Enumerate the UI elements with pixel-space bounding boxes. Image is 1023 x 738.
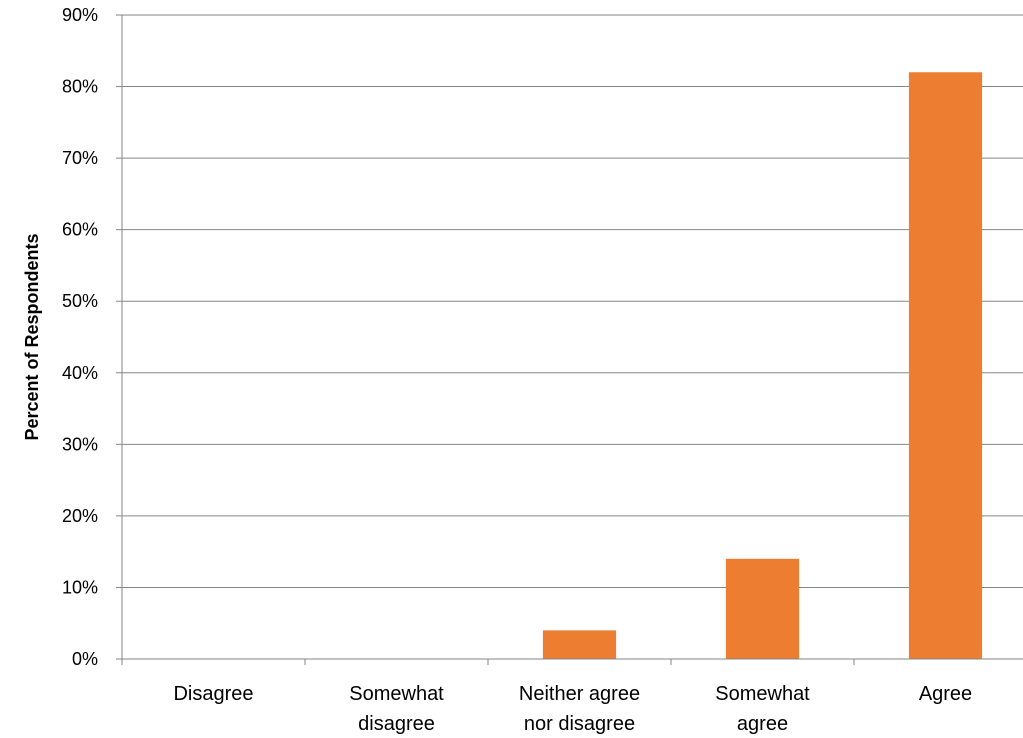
y-tick-label: 30% — [62, 434, 98, 454]
x-tick-label: Somewhat agree — [715, 683, 810, 735]
x-tick-label: Somewhat disagree — [349, 683, 444, 735]
y-tick-label: 80% — [62, 77, 98, 97]
bar — [725, 558, 800, 659]
y-axis-title: Percent of Respondents — [22, 233, 42, 440]
bar — [908, 72, 983, 659]
x-tick-label: Agree — [919, 683, 972, 705]
x-tick-labels: Disagree Somewhat disagree Neither agree nor… — [173, 683, 972, 735]
gridlines — [122, 14, 1023, 588]
bars — [542, 72, 983, 659]
y-tick-label: 90% — [62, 5, 98, 25]
y-tick-label: 60% — [62, 220, 98, 240]
y-tick-label: 40% — [62, 363, 98, 383]
y-tick-label: 10% — [62, 577, 98, 597]
y-tick-label: 0% — [72, 649, 98, 669]
y-tick-label: 50% — [62, 291, 98, 311]
bar — [542, 630, 617, 659]
x-tick-label: Neither agree nor disagree — [519, 683, 640, 735]
axes — [116, 14, 1023, 665]
y-tick-label: 20% — [62, 506, 98, 526]
x-tick-label: Disagree — [173, 683, 253, 705]
y-tick-labels: 0% 10% 20% 30% 40% 50% 60% 70% 80% 90% — [62, 5, 98, 669]
y-tick-label: 70% — [62, 148, 98, 168]
